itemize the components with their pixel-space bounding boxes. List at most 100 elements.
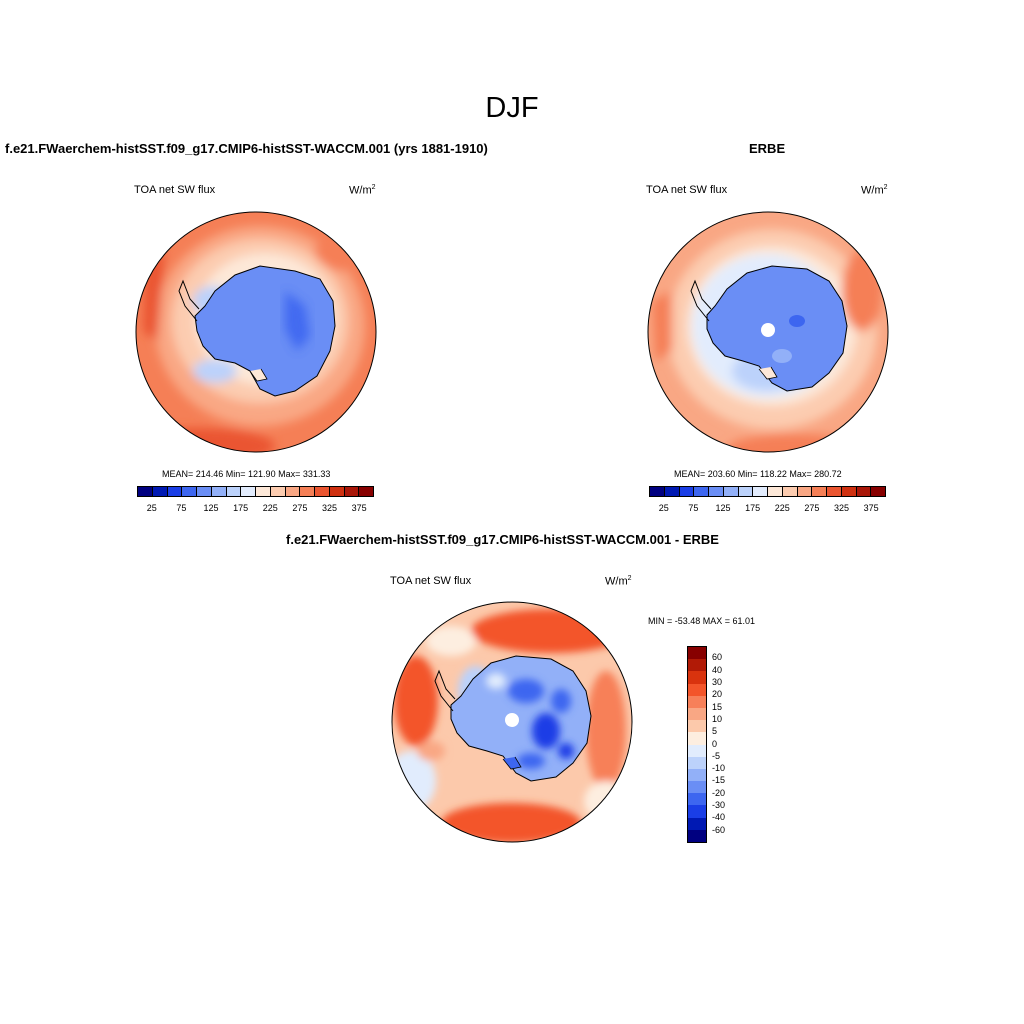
colorbar-swatch: [315, 487, 330, 496]
colorbar-swatch: [723, 487, 739, 496]
figure-title: DJF: [485, 92, 539, 124]
colorbar-tick-label: 15: [712, 701, 723, 712]
colorbar-swatch: [688, 695, 706, 708]
colorbar-swatch: [738, 487, 754, 496]
colorbar-swatch: [211, 487, 227, 496]
colorbar-swatch: [256, 487, 271, 496]
colorbar-tick-label: 175: [233, 503, 249, 513]
colorbar-swatch: [270, 487, 286, 496]
colorbar-swatch: [329, 487, 345, 496]
colorbar-swatch: [138, 487, 153, 496]
obs-units-label: W/m2: [861, 184, 888, 197]
colorbar-tick-label: -40: [712, 812, 726, 823]
colorbar-tick-label: 125: [203, 503, 219, 513]
colorbar-swatch: [768, 487, 783, 496]
colorbar-swatch: [827, 487, 842, 496]
colorbar-swatch: [688, 720, 706, 733]
colorbar-tick-label: 75: [176, 503, 187, 513]
model-colorbar-ticks: 25 75 125 175 225 275 325 375: [137, 503, 374, 515]
colorbar-tick-label: 75: [688, 503, 699, 513]
obs-variable-label: TOA net SW flux: [646, 184, 728, 196]
colorbar-swatch: [285, 487, 301, 496]
diff-polar-map: [391, 601, 633, 843]
colorbar-swatch: [688, 817, 706, 830]
colorbar-tick-label: -5: [712, 750, 721, 761]
colorbar-swatch: [182, 487, 197, 496]
colorbar-tick-label: 125: [715, 503, 731, 513]
colorbar-tick-label: 175: [745, 503, 761, 513]
colorbar-tick-label: 225: [774, 503, 790, 513]
colorbar-swatch: [226, 487, 242, 496]
colorbar-swatch: [782, 487, 798, 496]
colorbar-tick-label: 325: [322, 503, 338, 513]
colorbar-swatch: [841, 487, 857, 496]
diff-variable-label: TOA net SW flux: [390, 575, 472, 587]
colorbar-tick-label: -20: [712, 787, 726, 798]
colorbar-tick-label: 5: [712, 726, 718, 737]
colorbar-swatch: [688, 781, 706, 794]
colorbar-swatch: [167, 487, 183, 496]
colorbar-tick-label: 20: [712, 689, 723, 700]
colorbar-tick-label: 10: [712, 713, 723, 724]
colorbar-swatch: [688, 793, 706, 806]
colorbar-tick-label: 275: [292, 503, 308, 513]
colorbar-tick-label: 25: [658, 503, 669, 513]
colorbar-swatch: [856, 487, 872, 496]
diff-colorbar-ticks: 60 40 30 20 15 10 5 0 -5 -10 -15 -20 -30 -40 -60: [712, 646, 752, 843]
obs-stats: MEAN= 203.60 Min= 118.22 Max= 280.72: [674, 469, 842, 479]
colorbar-tick-label: 30: [712, 676, 723, 687]
colorbar-tick-label: 60: [712, 652, 723, 663]
colorbar-swatch: [679, 487, 695, 496]
colorbar-tick-label: 25: [146, 503, 157, 513]
diff-stats: MIN = -53.48 MAX = 61.01: [648, 616, 756, 626]
model-stats: MEAN= 214.46 Min= 121.90 Max= 331.33: [162, 469, 331, 479]
colorbar-tick-label: -60: [712, 824, 726, 835]
colorbar-swatch: [871, 487, 885, 496]
colorbar-swatch: [688, 707, 706, 721]
colorbar-tick-label: 375: [863, 503, 879, 513]
model-colorbar: [137, 486, 374, 497]
colorbar-swatch: [152, 487, 168, 496]
model-polar-map: [135, 211, 377, 453]
colorbar-swatch: [688, 805, 706, 818]
colorbar-swatch: [709, 487, 724, 496]
colorbar-swatch: [688, 647, 706, 660]
colorbar-tick-label: 40: [712, 664, 723, 675]
colorbar-swatch: [812, 487, 827, 496]
obs-colorbar: [649, 486, 886, 497]
colorbar-tick-label: -10: [712, 763, 726, 774]
obs-panel-title: ERBE: [749, 141, 786, 156]
colorbar-tick-label: 375: [351, 503, 367, 513]
colorbar-tick-label: 0: [712, 738, 718, 749]
colorbar-swatch: [688, 683, 706, 696]
model-variable-label: TOA net SW flux: [134, 184, 216, 196]
colorbar-swatch: [344, 487, 360, 496]
colorbar-swatch: [753, 487, 768, 496]
colorbar-swatch: [797, 487, 813, 496]
colorbar-swatch: [688, 829, 706, 842]
colorbar-tick-label: 325: [834, 503, 850, 513]
colorbar-swatch: [300, 487, 315, 496]
colorbar-tick-label: 275: [804, 503, 820, 513]
colorbar-swatch: [664, 487, 680, 496]
obs-polar-map: [647, 211, 889, 453]
colorbar-swatch: [241, 487, 256, 496]
colorbar-swatch: [688, 756, 706, 769]
colorbar-tick-label: -15: [712, 775, 726, 786]
colorbar-tick-label: 225: [262, 503, 278, 513]
colorbar-swatch: [694, 487, 709, 496]
model-panel-title: f.e21.FWaerchem-histSST.f09_g17.CMIP6-hi…: [5, 141, 488, 156]
colorbar-swatch: [197, 487, 212, 496]
colorbar-swatch: [688, 732, 706, 745]
model-units-label: W/m2: [349, 184, 376, 197]
diff-units-label: W/m2: [605, 575, 632, 588]
colorbar-swatch: [688, 768, 706, 782]
obs-colorbar-ticks: 25 75 125 175 225 275 325 375: [649, 503, 886, 515]
diff-panel-title: f.e21.FWaerchem-histSST.f09_g17.CMIP6-hi…: [286, 532, 719, 547]
colorbar-swatch: [688, 671, 706, 684]
colorbar-swatch: [688, 659, 706, 672]
diff-colorbar: [687, 646, 707, 843]
colorbar-swatch: [688, 744, 706, 757]
colorbar-tick-label: -30: [712, 800, 726, 811]
colorbar-swatch: [650, 487, 665, 496]
